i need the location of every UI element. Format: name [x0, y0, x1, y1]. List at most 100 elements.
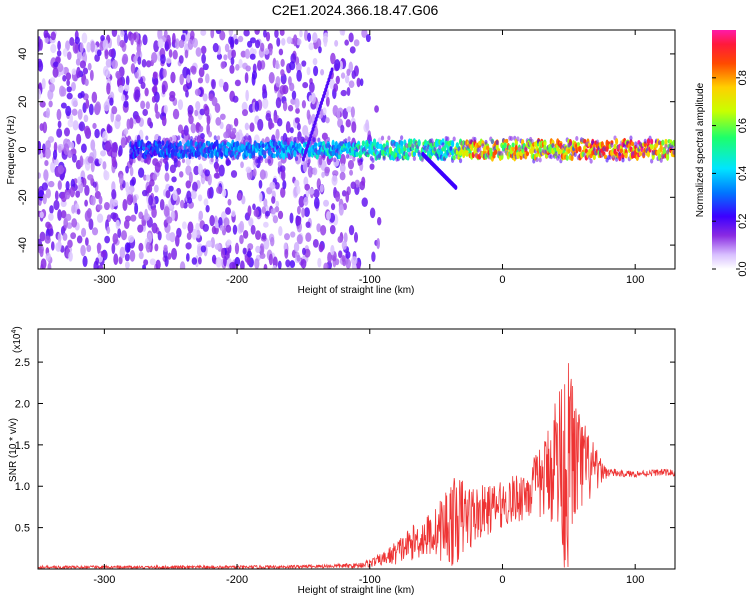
- spectrogram-noise-cell: [312, 238, 319, 248]
- spectrogram-noise-cell: [76, 66, 81, 79]
- spectrogram-halo-cell: [495, 140, 499, 146]
- spectrogram-noise-cell: [212, 42, 219, 53]
- spectrogram-band-cell: [638, 151, 643, 157]
- spectrogram-noise-cell: [65, 213, 72, 222]
- spectrogram-noise-cell: [42, 193, 47, 205]
- spectrogram-halo-cell: [326, 136, 330, 142]
- spectrogram-noise-cell: [67, 150, 73, 159]
- spectrogram-noise-cell: [240, 50, 247, 58]
- spectrogram-noise-cell: [249, 53, 256, 60]
- spectrogram-halo-cell: [452, 136, 456, 142]
- spectrogram-noise-cell: [244, 72, 249, 84]
- spectrogram-noise-cell: [246, 256, 251, 266]
- spectrogram-noise-cell: [45, 221, 51, 229]
- spectrogram-halo-cell: [650, 158, 654, 164]
- spectrogram-band-cell: [314, 142, 318, 147]
- spectrogram-noise-cell: [111, 156, 117, 168]
- spectrogram-noise-cell: [81, 32, 88, 44]
- spectrogram-halo-cell: [197, 154, 201, 160]
- spectrogram-band-cell: [659, 144, 663, 153]
- spectrogram-noise-cell: [197, 194, 203, 202]
- x-tick-label: 100: [626, 574, 644, 586]
- spectrogram-noise-cell: [80, 244, 86, 257]
- spectrogram-noise-cell: [325, 117, 330, 124]
- spectrogram-noise-cell: [45, 188, 51, 199]
- spectrogram-noise-cell: [214, 221, 219, 229]
- spectrogram-noise-cell: [66, 92, 73, 100]
- spectrogram-noise-cell: [129, 166, 134, 177]
- spectrogram-noise-cell: [127, 235, 135, 243]
- spectrogram-noise-cell: [65, 72, 72, 81]
- spectrogram-noise-cell: [60, 210, 67, 219]
- colorbar-tick-label: 0.0: [737, 261, 749, 276]
- spectrogram-noise-cell: [229, 262, 236, 269]
- spectrogram-noise-cell: [124, 261, 130, 269]
- spectrogram-noise-cell: [103, 201, 110, 211]
- spectrogram-noise-cell: [225, 207, 231, 215]
- spectrogram-noise-cell: [71, 218, 78, 228]
- spectrogram-noise-cell: [278, 226, 283, 237]
- spectrogram-halo-cell: [280, 135, 284, 141]
- spectrogram-noise-cell: [249, 122, 255, 132]
- spectrogram-noise-cell: [164, 255, 169, 267]
- spectrogram-halo-cell: [610, 142, 614, 148]
- spectrogram-noise-cell: [124, 253, 130, 262]
- spectrogram-noise-cell: [353, 39, 360, 47]
- spectrogram-noise-cell: [111, 105, 118, 115]
- spectrogram-noise-cell: [275, 60, 279, 70]
- spectrogram-noise-cell: [39, 231, 46, 242]
- spectrogram-noise-cell: [177, 99, 184, 111]
- spectrogram-noise-cell: [302, 160, 308, 173]
- spectrogram-noise-cell: [62, 232, 68, 241]
- spectrogram-noise-cell: [90, 40, 95, 53]
- spectrogram-noise-cell: [71, 108, 78, 116]
- spectrogram-noise-cell: [349, 169, 354, 176]
- spectrogram-halo-cell: [177, 135, 181, 141]
- spectrogram-noise-cell: [111, 30, 118, 38]
- spectrogram-noise-cell: [261, 232, 267, 240]
- spectrogram-halo-cell: [478, 146, 482, 152]
- spectrogram-halo-cell: [516, 136, 520, 142]
- spectrogram-noise-cell: [165, 57, 172, 64]
- spectrogram-noise-cell: [230, 170, 238, 178]
- spectrogram-noise-cell: [336, 108, 341, 120]
- spectrogram-band-cell: [400, 140, 404, 147]
- spectrogram-noise-cell: [115, 219, 120, 230]
- spectrogram-noise-cell: [129, 179, 135, 187]
- spectrogram-noise-cell: [307, 32, 312, 42]
- spectrogram-band-cell: [578, 145, 582, 153]
- spectrogram-noise-cell: [189, 30, 195, 39]
- spectrogram-halo-cell: [159, 158, 163, 164]
- spectrogram-halo-cell: [352, 156, 356, 162]
- spectrogram-halo-cell: [433, 146, 437, 152]
- spectrogram-noise-cell: [52, 149, 58, 160]
- spectrogram-noise-cell: [279, 30, 285, 37]
- spectrogram-noise-cell: [170, 71, 176, 84]
- spectrogram-halo-cell: [294, 156, 299, 162]
- spectrogram-noise-cell: [47, 262, 52, 269]
- spectrogram-halo-cell: [264, 158, 268, 164]
- spectrogram-noise-cell: [197, 163, 203, 176]
- spectrogram-halo-cell: [557, 153, 561, 159]
- spectrogram-noise-cell: [112, 232, 119, 245]
- spectrogram-noise-cell: [277, 210, 284, 220]
- spectrogram-noise-cell: [320, 224, 327, 236]
- spectrogram-halo-cell: [387, 135, 391, 141]
- spectrogram-noise-cell: [142, 224, 147, 232]
- spectrogram-noise-cell: [334, 59, 341, 71]
- spectrogram-noise-cell: [168, 49, 173, 58]
- spectrogram-noise-cell: [245, 89, 249, 102]
- spectrogram-noise-cell: [207, 173, 212, 186]
- spectrogram-noise-cell: [151, 96, 156, 103]
- spectrogram-noise-cell: [153, 77, 159, 87]
- spectrogram-noise-cell: [268, 122, 275, 129]
- spectrogram-noise-cell: [202, 223, 209, 232]
- spectrogram-halo-cell: [411, 143, 415, 149]
- spectrogram-noise-cell: [180, 199, 185, 209]
- spectrogram-noise-cell: [350, 181, 357, 190]
- spectrogram-noise-cell: [143, 259, 149, 266]
- spectrogram-noise-cell: [330, 244, 335, 256]
- spectrogram-noise-cell: [219, 30, 226, 41]
- spectrogram-noise-cell: [254, 258, 260, 269]
- spectrogram-noise-cell: [105, 58, 112, 68]
